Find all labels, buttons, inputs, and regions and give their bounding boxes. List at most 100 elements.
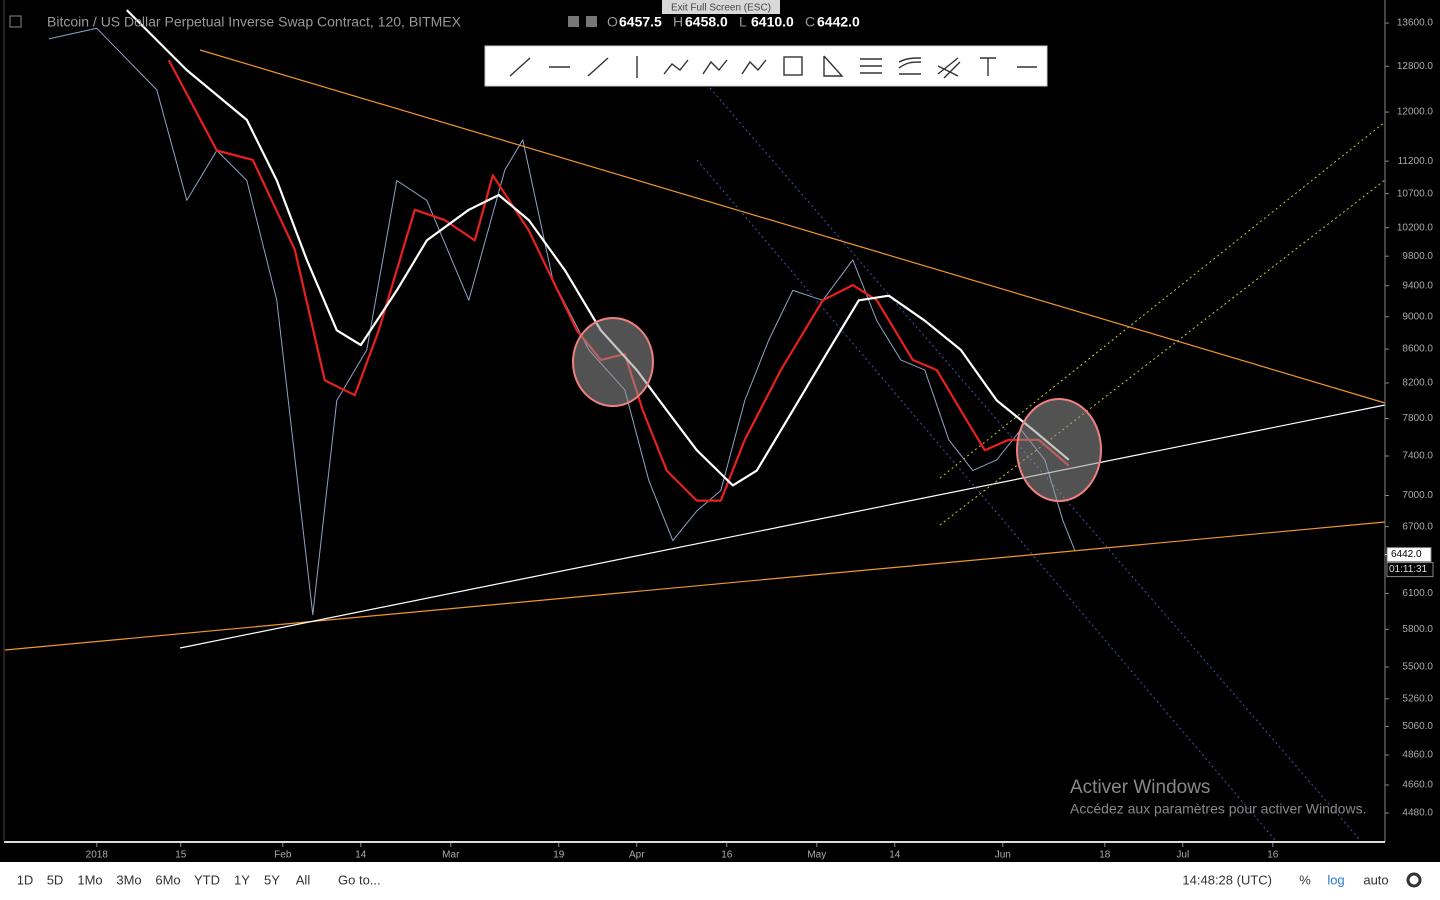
tool-icon[interactable] — [663, 59, 689, 75]
trend-line — [199, 49, 1386, 404]
tool-icon[interactable] — [702, 59, 728, 75]
y-tick-label: 7400.0 — [1402, 451, 1433, 462]
tool-icon[interactable] — [860, 58, 882, 74]
tool-icon[interactable] — [823, 55, 844, 77]
ohlc-key: C — [805, 14, 815, 30]
y-tick-label: 7800.0 — [1402, 413, 1433, 424]
axes: 13600.0 12800.0 12000.0 11200.0 10700.0 10200… — [86, 18, 1434, 861]
footer-items: 1D 5D 1Mo 3Mo 6Mo YTD 1Y 5Y All Go to... 14:48:28 … — [17, 872, 1422, 888]
range-button[interactable]: 3Mo — [116, 872, 141, 887]
toolbar-bg — [484, 45, 1048, 87]
option-button[interactable]: log — [1327, 872, 1344, 887]
y-tick-label: 7000.0 — [1402, 490, 1433, 501]
countdown-box — [1386, 562, 1434, 578]
watermark-subtitle: Accédez aux paramètres pour activer Wind… — [1070, 801, 1366, 817]
y-tick-label: 6700.0 — [1402, 521, 1433, 532]
series-line — [48, 27, 1076, 616]
footer — [0, 862, 1440, 900]
countdown: 01:11:31 — [1389, 564, 1428, 575]
y-tick-label: 8600.0 — [1402, 344, 1433, 355]
y-tick-label: 9400.0 — [1402, 280, 1433, 291]
ohlc-key: H — [673, 14, 683, 30]
x-tick-label: Jul — [1176, 850, 1189, 861]
ohlc-value: 6457.5 — [619, 14, 662, 30]
x-tick-label: 16 — [721, 850, 733, 861]
x-tick-label: 2018 — [86, 850, 109, 861]
x-tick-label: 19 — [553, 850, 565, 861]
y-tick-label: 8200.0 — [1402, 378, 1433, 389]
x-tick-label: 14 — [355, 850, 367, 861]
option-button[interactable]: auto — [1363, 872, 1388, 887]
ohlc-key: O — [607, 14, 618, 30]
last-price-box — [1386, 547, 1432, 563]
y-tick-label: 4860.0 — [1402, 750, 1433, 761]
highlight-circle — [572, 317, 654, 407]
y-tick-label: 6100.0 — [1402, 588, 1433, 599]
x-tick-label: 16 — [1267, 850, 1279, 861]
exit-label[interactable]: Exit Full Screen (ESC) — [671, 3, 771, 14]
y-tick-label: 4480.0 — [1402, 808, 1433, 819]
y-tick-label: 10700.0 — [1397, 188, 1434, 199]
tool-icon[interactable] — [937, 57, 961, 79]
y-tick-label: 5060.0 — [1402, 721, 1433, 732]
chart-title: Bitcoin / US Dollar Perpetual Inverse Sw… — [47, 14, 462, 30]
goto-button[interactable]: Go to... — [338, 872, 381, 887]
y-tick-label: 5500.0 — [1402, 662, 1433, 673]
tool-icon[interactable] — [741, 59, 767, 75]
clock: 14:48:28 (UTC) — [1182, 872, 1272, 887]
x-tick-label: Feb — [274, 850, 292, 861]
tool-icon[interactable] — [509, 57, 531, 77]
ohlc-value: 6410.0 — [751, 14, 794, 30]
x-tick-label: Apr — [629, 850, 645, 861]
tool-icon[interactable] — [587, 57, 609, 77]
trend-line — [4, 521, 1386, 651]
ohlc-value: 6442.0 — [817, 14, 860, 30]
tool-icon[interactable] — [783, 56, 803, 76]
tool-icon[interactable] — [898, 57, 922, 75]
y-tick-label: 11200.0 — [1398, 156, 1434, 167]
tool-icon[interactable] — [980, 57, 996, 76]
trend-line — [179, 404, 1386, 649]
range-button[interactable]: 5Y — [264, 872, 280, 887]
y-tick-label: 10200.0 — [1397, 222, 1434, 233]
y-tick-label: 5800.0 — [1402, 624, 1433, 635]
icon[interactable] — [568, 16, 579, 27]
x-tick-label: May — [807, 850, 826, 861]
range-button[interactable]: 5D — [47, 872, 64, 887]
price-axis — [1385, 0, 1440, 862]
watermark-title: Activer Windows — [1070, 777, 1210, 798]
highlight-circle — [1016, 398, 1102, 502]
range-button[interactable]: All — [296, 872, 311, 887]
y-tick-label: 12800.0 — [1397, 61, 1434, 72]
range-button[interactable]: 6Mo — [155, 872, 180, 887]
exit-button[interactable] — [662, 0, 780, 14]
y-tick-label: 13600.0 — [1397, 18, 1434, 29]
channel-line — [696, 159, 1276, 841]
option-button[interactable]: % — [1299, 872, 1311, 887]
range-button[interactable]: 1Mo — [77, 872, 102, 887]
icon[interactable] — [9, 15, 22, 28]
x-tick-label: Mar — [442, 850, 460, 861]
range-button[interactable]: 1D — [17, 872, 34, 887]
y-tick-label: 9800.0 — [1402, 251, 1433, 262]
icon[interactable] — [586, 16, 597, 27]
settings-icon[interactable] — [1406, 872, 1422, 888]
channel-line — [939, 179, 1386, 526]
ohlc-key: L — [739, 14, 747, 30]
x-tick-label: 18 — [1099, 850, 1111, 861]
x-tick-label: 15 — [175, 850, 187, 861]
ohlc: O 6457.5 H 6458.0 L 6410.0 C 6442.0 — [607, 14, 860, 30]
range-button[interactable]: 1Y — [234, 872, 250, 887]
plot — [48, 27, 1076, 616]
y-tick-label: 12000.0 — [1397, 107, 1434, 118]
series-line — [167, 59, 1070, 502]
y-tick-label: 5260.0 — [1402, 693, 1433, 704]
last-price-label: 6442.0 — [1391, 549, 1422, 560]
x-tick-label: Jun — [995, 850, 1011, 861]
x-tick-label: 14 — [889, 850, 901, 861]
y-tick-label: 9000.0 — [1402, 311, 1433, 322]
range-button[interactable]: YTD — [194, 872, 220, 887]
